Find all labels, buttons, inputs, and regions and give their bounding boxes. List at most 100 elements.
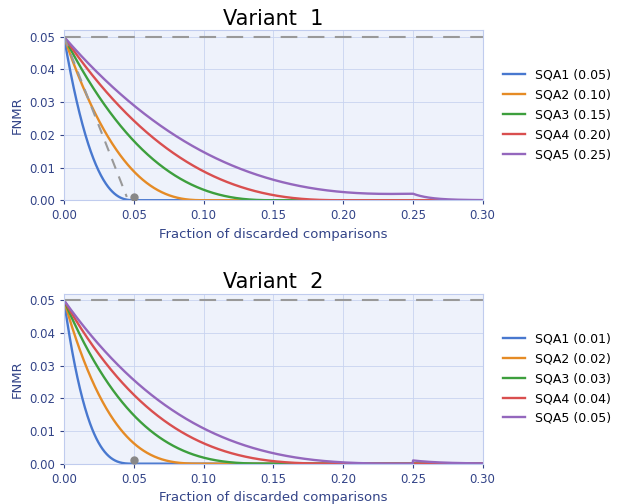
SQA5 (0.05) bbox=[479, 460, 486, 466]
SQA5 (0.05) bbox=[103, 350, 111, 356]
SQA3 (0.15) bbox=[230, 195, 237, 201]
SQA4 (0.04) bbox=[387, 461, 395, 467]
Line: SQA3 (0.15): SQA3 (0.15) bbox=[64, 37, 483, 200]
SQA3 (0.15) bbox=[387, 197, 395, 203]
SQA3 (0.15) bbox=[103, 105, 111, 111]
SQA3 (0.03) bbox=[269, 461, 277, 467]
SQA4 (0.20) bbox=[479, 197, 486, 203]
SQA2 (0.10) bbox=[60, 34, 68, 40]
SQA3 (0.15) bbox=[244, 197, 252, 203]
SQA4 (0.20) bbox=[103, 89, 111, 95]
SQA5 (0.25) bbox=[244, 169, 252, 175]
Line: SQA5 (0.05): SQA5 (0.05) bbox=[64, 300, 483, 464]
SQA2 (0.02) bbox=[348, 461, 356, 467]
SQA4 (0.04) bbox=[103, 361, 111, 367]
SQA2 (0.02) bbox=[60, 297, 68, 303]
SQA3 (0.03) bbox=[348, 461, 356, 467]
Line: SQA1 (0.01): SQA1 (0.01) bbox=[64, 300, 483, 464]
SQA5 (0.25) bbox=[60, 34, 68, 40]
SQA4 (0.20) bbox=[60, 34, 68, 40]
Line: SQA5 (0.25): SQA5 (0.25) bbox=[64, 37, 483, 200]
SQA1 (0.01) bbox=[245, 461, 253, 467]
Line: SQA3 (0.03): SQA3 (0.03) bbox=[64, 300, 483, 464]
SQA2 (0.10) bbox=[387, 197, 395, 203]
SQA4 (0.04) bbox=[479, 461, 486, 467]
SQA2 (0.10) bbox=[103, 132, 111, 138]
Y-axis label: FNMR: FNMR bbox=[10, 96, 24, 134]
SQA2 (0.10) bbox=[245, 197, 253, 203]
SQA4 (0.04) bbox=[60, 297, 68, 303]
SQA5 (0.05) bbox=[60, 297, 68, 303]
X-axis label: Fraction of discarded comparisons: Fraction of discarded comparisons bbox=[159, 228, 388, 241]
SQA3 (0.03) bbox=[395, 461, 403, 467]
SQA1 (0.01) bbox=[130, 461, 138, 467]
SQA5 (0.05) bbox=[409, 461, 417, 467]
SQA1 (0.01) bbox=[395, 461, 403, 467]
SQA3 (0.03) bbox=[103, 379, 111, 385]
SQA4 (0.04) bbox=[244, 454, 252, 460]
SQA1 (0.05) bbox=[245, 197, 253, 203]
SQA2 (0.02) bbox=[395, 461, 403, 467]
SQA1 (0.01) bbox=[479, 461, 486, 467]
SQA3 (0.03) bbox=[244, 460, 252, 466]
SQA1 (0.05) bbox=[103, 182, 111, 188]
Y-axis label: FNMR: FNMR bbox=[10, 360, 24, 398]
SQA1 (0.05) bbox=[479, 197, 486, 203]
SQA2 (0.02) bbox=[479, 461, 486, 467]
SQA4 (0.20) bbox=[244, 186, 252, 193]
SQA2 (0.02) bbox=[103, 406, 111, 412]
SQA2 (0.02) bbox=[230, 461, 237, 467]
SQA5 (0.05) bbox=[394, 461, 402, 467]
SQA4 (0.20) bbox=[395, 197, 403, 203]
SQA2 (0.02) bbox=[245, 461, 253, 467]
SQA4 (0.04) bbox=[348, 461, 356, 467]
SQA2 (0.10) bbox=[348, 197, 356, 203]
SQA3 (0.03) bbox=[479, 461, 486, 467]
SQA1 (0.01) bbox=[348, 461, 356, 467]
Title: Variant  2: Variant 2 bbox=[223, 272, 323, 292]
SQA1 (0.05) bbox=[348, 197, 356, 203]
X-axis label: Fraction of discarded comparisons: Fraction of discarded comparisons bbox=[159, 491, 388, 504]
SQA3 (0.15) bbox=[269, 197, 277, 203]
SQA4 (0.20) bbox=[348, 197, 356, 203]
SQA1 (0.05) bbox=[395, 197, 403, 203]
Line: SQA4 (0.04): SQA4 (0.04) bbox=[64, 300, 483, 464]
Legend: SQA1 (0.05), SQA2 (0.10), SQA3 (0.15), SQA4 (0.20), SQA5 (0.25): SQA1 (0.05), SQA2 (0.10), SQA3 (0.15), S… bbox=[502, 69, 611, 161]
SQA2 (0.02) bbox=[200, 461, 208, 467]
SQA4 (0.04) bbox=[395, 461, 403, 467]
SQA5 (0.25) bbox=[387, 191, 394, 197]
Line: SQA4 (0.20): SQA4 (0.20) bbox=[64, 37, 483, 200]
SQA5 (0.05) bbox=[348, 460, 355, 466]
SQA4 (0.20) bbox=[230, 181, 237, 187]
SQA3 (0.03) bbox=[387, 461, 395, 467]
SQA5 (0.05) bbox=[230, 438, 237, 445]
SQA3 (0.03) bbox=[230, 460, 237, 466]
SQA4 (0.04) bbox=[340, 461, 348, 467]
Title: Variant  1: Variant 1 bbox=[223, 9, 323, 29]
Line: SQA1 (0.05): SQA1 (0.05) bbox=[64, 37, 483, 200]
SQA1 (0.01) bbox=[387, 461, 395, 467]
SQA2 (0.10) bbox=[479, 197, 486, 203]
SQA4 (0.04) bbox=[230, 451, 237, 457]
SQA2 (0.02) bbox=[387, 461, 395, 467]
SQA1 (0.05) bbox=[130, 197, 138, 203]
SQA1 (0.05) bbox=[387, 197, 395, 203]
SQA1 (0.01) bbox=[103, 451, 111, 457]
SQA3 (0.15) bbox=[60, 34, 68, 40]
SQA1 (0.01) bbox=[230, 461, 237, 467]
SQA3 (0.03) bbox=[60, 297, 68, 303]
SQA3 (0.15) bbox=[348, 197, 356, 203]
Legend: SQA1 (0.01), SQA2 (0.02), SQA3 (0.03), SQA4 (0.04), SQA5 (0.05): SQA1 (0.01), SQA2 (0.02), SQA3 (0.03), S… bbox=[502, 333, 611, 425]
SQA2 (0.10) bbox=[200, 197, 208, 203]
SQA3 (0.15) bbox=[479, 197, 486, 203]
SQA3 (0.15) bbox=[395, 197, 403, 203]
Line: SQA2 (0.10): SQA2 (0.10) bbox=[64, 37, 483, 200]
SQA5 (0.05) bbox=[387, 461, 394, 467]
SQA1 (0.05) bbox=[60, 34, 68, 40]
SQA5 (0.05) bbox=[244, 444, 252, 450]
SQA5 (0.25) bbox=[394, 191, 402, 197]
SQA5 (0.25) bbox=[230, 163, 237, 169]
SQA5 (0.25) bbox=[348, 190, 355, 196]
SQA4 (0.20) bbox=[340, 197, 348, 203]
SQA2 (0.10) bbox=[230, 197, 237, 203]
